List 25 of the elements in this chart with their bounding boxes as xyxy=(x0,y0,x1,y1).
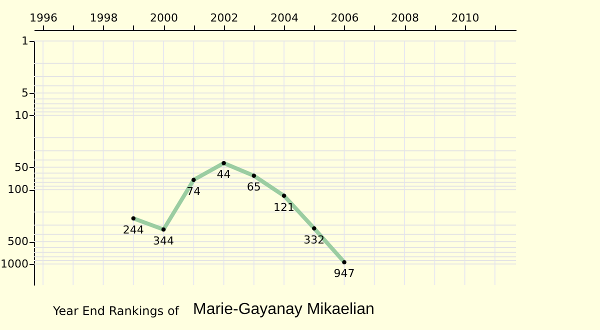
x-tick-label: 2008 xyxy=(391,12,420,24)
y-tick-label: 500 xyxy=(8,235,28,248)
data-label: 244 xyxy=(122,223,144,236)
y-tick-label: 10 xyxy=(14,108,28,122)
x-tick-label: 2004 xyxy=(270,12,299,24)
y-tick-label: 5 xyxy=(22,86,28,100)
x-tick-label: 1996 xyxy=(30,12,58,24)
data-label: 74 xyxy=(186,184,201,198)
data-label: 947 xyxy=(334,267,355,280)
text: Marie-Gayanay Mikaelian xyxy=(193,301,374,318)
y-tick-label: 100 xyxy=(8,183,28,196)
x-tick-label: 2002 xyxy=(210,12,238,24)
y-tick-label: 1000 xyxy=(0,257,28,270)
data-label: 65 xyxy=(246,180,261,194)
y-tick-label: 1 xyxy=(22,34,28,48)
data-label: 121 xyxy=(274,200,295,214)
x-tick-label: 2006 xyxy=(330,12,359,24)
data-label: 344 xyxy=(153,234,174,248)
text: Year End Rankings of xyxy=(52,304,180,318)
x-tick-label: 2000 xyxy=(150,12,178,24)
x-tick-label: 1998 xyxy=(90,12,118,24)
x-tick-label: 2010 xyxy=(451,12,480,24)
data-label: 332 xyxy=(304,233,325,246)
data-label: 44 xyxy=(216,168,231,182)
y-tick-label: 50 xyxy=(14,160,28,174)
